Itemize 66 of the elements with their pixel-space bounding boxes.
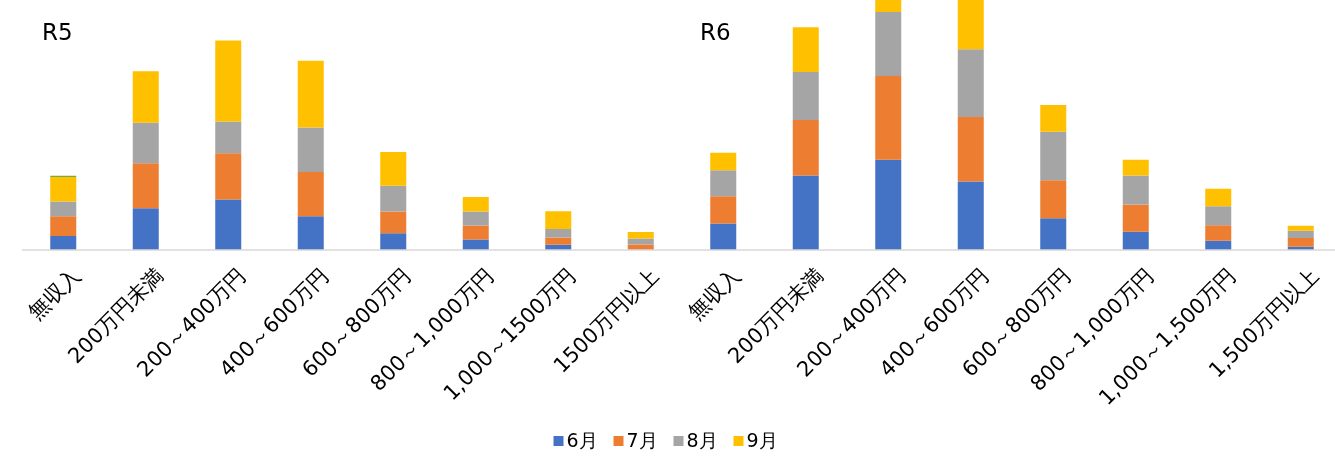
bar xyxy=(462,197,489,212)
legend-label: 9月 xyxy=(746,429,778,451)
bar xyxy=(1122,231,1149,250)
bar xyxy=(875,0,902,12)
bar xyxy=(1040,131,1067,181)
bar xyxy=(297,60,324,128)
bar xyxy=(545,211,572,229)
bar xyxy=(50,201,77,217)
bar xyxy=(132,122,159,164)
bar xyxy=(1122,159,1149,176)
bar xyxy=(215,121,242,154)
bar xyxy=(132,208,159,250)
bar xyxy=(957,0,984,50)
bar xyxy=(50,236,77,250)
x-tick-label: 無収入 xyxy=(24,263,86,325)
bar xyxy=(380,233,407,250)
bar xyxy=(380,211,407,234)
bar xyxy=(132,71,159,123)
bar xyxy=(1287,238,1314,247)
bar xyxy=(1205,206,1232,226)
bar xyxy=(875,76,902,160)
bar xyxy=(792,175,819,250)
bar xyxy=(132,163,159,209)
annotation: R6 xyxy=(700,19,731,45)
bar xyxy=(297,127,324,172)
bar xyxy=(1040,105,1067,132)
bar xyxy=(792,120,819,176)
bar xyxy=(297,216,324,250)
legend-label: 7月 xyxy=(626,429,658,451)
annotation: R5 xyxy=(42,19,73,45)
bar xyxy=(380,152,407,186)
bar xyxy=(462,225,489,240)
bar xyxy=(627,238,654,245)
bar xyxy=(1040,218,1067,250)
bar xyxy=(545,229,572,238)
bar xyxy=(875,159,902,250)
bar xyxy=(1287,225,1314,231)
bar xyxy=(957,49,984,117)
bar xyxy=(710,152,737,171)
bar xyxy=(215,40,242,122)
bar xyxy=(710,223,737,250)
legend-label: 8月 xyxy=(686,429,718,451)
bar xyxy=(1040,180,1067,219)
bar xyxy=(380,185,407,212)
bar xyxy=(297,172,324,217)
bar xyxy=(875,12,902,76)
bar xyxy=(50,177,77,202)
bar xyxy=(710,170,737,197)
bar xyxy=(627,232,654,239)
bar xyxy=(792,72,819,120)
legend-label: 6月 xyxy=(566,429,598,451)
bar xyxy=(957,181,984,250)
bar xyxy=(1122,204,1149,232)
bar xyxy=(792,27,819,72)
bar xyxy=(1287,230,1314,238)
bar xyxy=(215,153,242,200)
bar xyxy=(1122,175,1149,205)
bar xyxy=(1205,225,1232,241)
bar xyxy=(1205,188,1232,207)
bar xyxy=(215,199,242,250)
bar xyxy=(957,117,984,182)
bar xyxy=(50,216,77,236)
x-tick-label: 無収入 xyxy=(684,263,746,325)
bar xyxy=(710,196,737,224)
bar xyxy=(545,237,572,245)
bar xyxy=(462,211,489,226)
